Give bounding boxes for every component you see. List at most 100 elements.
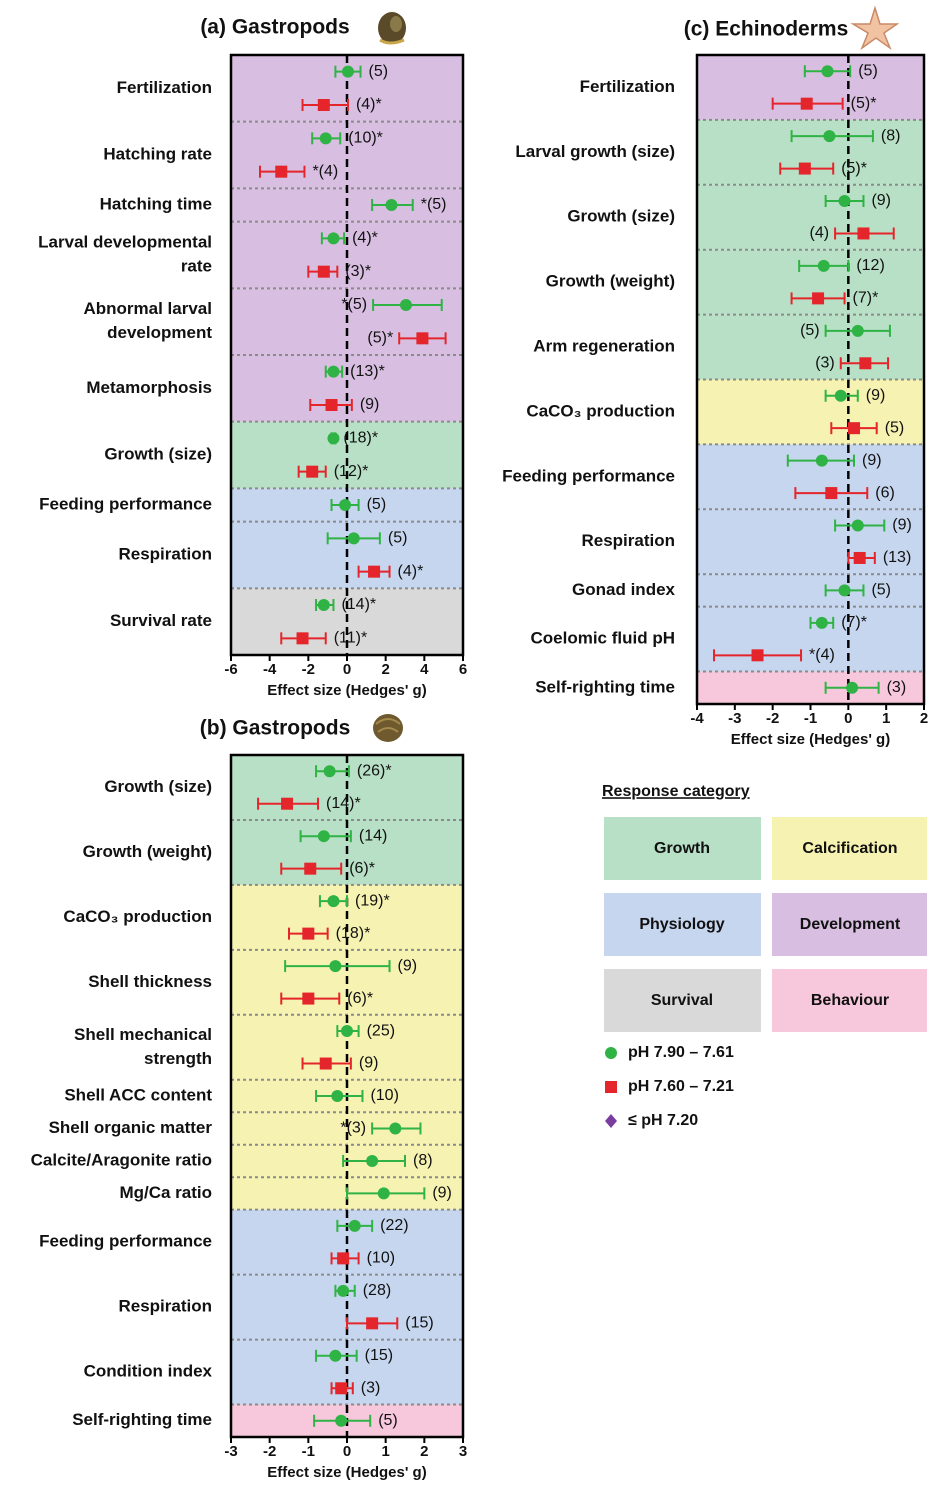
n-label: (7)* <box>841 614 867 631</box>
point <box>817 259 830 272</box>
category-band <box>697 379 924 445</box>
x-tick-label: -1 <box>804 710 817 727</box>
outcome-label: Self-righting time <box>535 677 675 696</box>
point <box>317 265 330 278</box>
n-label: (6) <box>875 484 895 501</box>
point <box>335 1382 348 1395</box>
n-label: (19)* <box>355 892 390 909</box>
n-label: (8) <box>413 1152 433 1169</box>
legend-swatch <box>604 893 761 956</box>
legend-swatch <box>772 893 927 956</box>
n-label: (5) <box>369 63 389 80</box>
category-band <box>697 444 924 510</box>
legend-swatch <box>604 817 761 880</box>
point <box>751 649 764 662</box>
point <box>838 195 851 208</box>
n-label: (6)* <box>347 990 373 1007</box>
x-tick-label: -6 <box>224 661 237 678</box>
point <box>851 519 864 532</box>
outcome-label: CaCO₃ production <box>63 907 212 926</box>
legend-swatch <box>772 817 927 880</box>
category-band <box>697 509 924 575</box>
legend-series: pH 7.60 – 7.21 <box>628 1078 734 1095</box>
n-label: (13)* <box>350 363 385 380</box>
point <box>302 992 315 1005</box>
point <box>823 130 836 143</box>
n-label: (5) <box>367 496 387 513</box>
outcome-label: Survival rate <box>110 611 212 630</box>
n-label: (7)* <box>853 290 879 307</box>
outcome-label: Hatching rate <box>103 144 212 163</box>
point <box>296 632 309 645</box>
point <box>385 199 398 211</box>
point <box>329 1349 342 1362</box>
x-tick-label: 0 <box>343 661 351 678</box>
x-tick-label: -3 <box>728 710 741 727</box>
outcome-label: Feeding performance <box>502 466 675 485</box>
outcome-label: Shell organic matter <box>49 1118 213 1137</box>
outcome-label: Self-righting time <box>72 1410 212 1429</box>
outcome-label: Fertilization <box>117 78 212 97</box>
outcome-label: Coelomic fluid pH <box>531 629 676 648</box>
outcome-label: development <box>107 323 212 342</box>
n-label: (9) <box>359 1055 379 1072</box>
point <box>821 65 834 78</box>
n-label: (13) <box>883 549 911 566</box>
n-label: (22) <box>380 1217 408 1234</box>
category-band <box>697 574 924 607</box>
snail-icon <box>373 714 403 742</box>
legend-category: Survival <box>651 992 713 1009</box>
n-label: (3) <box>887 679 907 696</box>
point <box>605 1047 617 1059</box>
point <box>302 927 315 940</box>
n-label: (5) <box>885 419 905 436</box>
n-label: (4) <box>810 225 830 242</box>
n-label: (5) <box>388 530 408 547</box>
point <box>798 162 811 175</box>
n-label: (12)* <box>334 463 369 480</box>
outcome-label: Growth (weight) <box>83 842 212 861</box>
n-label: (18)* <box>343 430 378 447</box>
point <box>377 1187 390 1200</box>
x-tick-label: -2 <box>766 710 779 727</box>
n-label: (9) <box>862 452 882 469</box>
point <box>389 1122 402 1135</box>
point <box>319 132 332 145</box>
outcome-label: Hatching time <box>100 194 212 213</box>
starfish-icon <box>850 5 900 51</box>
n-label: (6)* <box>349 860 375 877</box>
point <box>853 551 866 564</box>
legend-series: pH 7.90 – 7.61 <box>628 1044 734 1061</box>
x-tick-label: -4 <box>263 661 277 678</box>
point <box>275 165 288 178</box>
point <box>368 565 381 578</box>
outcome-label: Growth (weight) <box>546 272 675 291</box>
outcome-label: Larval developmental <box>38 232 212 251</box>
category-band <box>697 184 924 250</box>
n-label: (10)* <box>348 130 383 147</box>
category-band <box>697 671 924 704</box>
outcome-label: strength <box>144 1049 212 1068</box>
legend-category: Development <box>800 916 901 933</box>
x-axis-label: Effect size (Hedges' g) <box>267 682 426 699</box>
point <box>327 895 340 908</box>
x-tick-label: 6 <box>459 661 467 678</box>
outcome-label: Growth (size) <box>567 207 675 226</box>
point <box>834 389 847 402</box>
legend-swatch <box>772 969 927 1032</box>
point <box>812 292 825 305</box>
x-tick-label: 3 <box>459 1443 467 1460</box>
point <box>846 681 859 694</box>
outcome-label: Abnormal larval <box>84 299 213 318</box>
point <box>857 227 870 240</box>
point <box>319 1057 332 1070</box>
n-label: (5)* <box>851 95 877 112</box>
n-label: (15) <box>365 1347 393 1364</box>
n-label: (4)* <box>398 563 424 580</box>
point <box>800 97 813 110</box>
point <box>327 365 340 378</box>
point <box>335 1414 348 1427</box>
n-label: (9) <box>892 517 912 534</box>
x-tick-label: -3 <box>224 1443 237 1460</box>
x-tick-label: 1 <box>381 1443 389 1460</box>
